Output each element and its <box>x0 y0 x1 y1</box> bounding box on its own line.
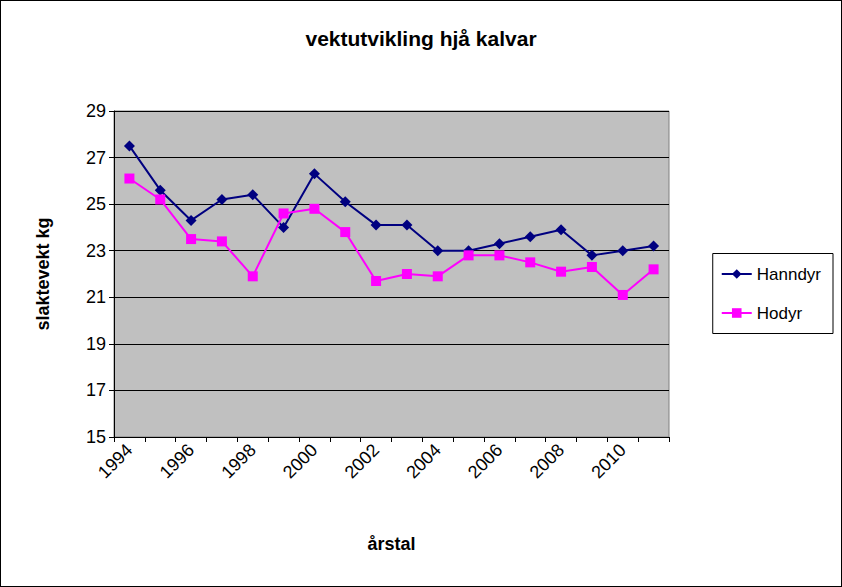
svg-text:25: 25 <box>86 194 106 214</box>
svg-text:29: 29 <box>86 101 106 121</box>
svg-text:årstal: årstal <box>367 534 415 554</box>
svg-text:23: 23 <box>86 241 106 261</box>
svg-text:27: 27 <box>86 148 106 168</box>
svg-text:1996: 1996 <box>156 440 198 482</box>
svg-text:vektutvikling hjå kalvar: vektutvikling hjå kalvar <box>305 27 536 50</box>
svg-text:17: 17 <box>86 380 106 400</box>
svg-text:2006: 2006 <box>464 440 506 482</box>
svg-text:19: 19 <box>86 334 106 354</box>
svg-text:2002: 2002 <box>341 440 383 482</box>
svg-text:2004: 2004 <box>402 440 444 482</box>
svg-text:2008: 2008 <box>526 440 568 482</box>
svg-text:slaktevekt kg: slaktevekt kg <box>33 217 53 330</box>
svg-text:21: 21 <box>86 287 106 307</box>
svg-text:15: 15 <box>86 427 106 447</box>
svg-text:Hodyr: Hodyr <box>757 304 803 323</box>
svg-text:1998: 1998 <box>217 440 259 482</box>
svg-text:2000: 2000 <box>279 440 321 482</box>
svg-text:1994: 1994 <box>94 440 136 482</box>
svg-text:2010: 2010 <box>587 440 629 482</box>
svg-text:Hanndyr: Hanndyr <box>757 265 822 284</box>
